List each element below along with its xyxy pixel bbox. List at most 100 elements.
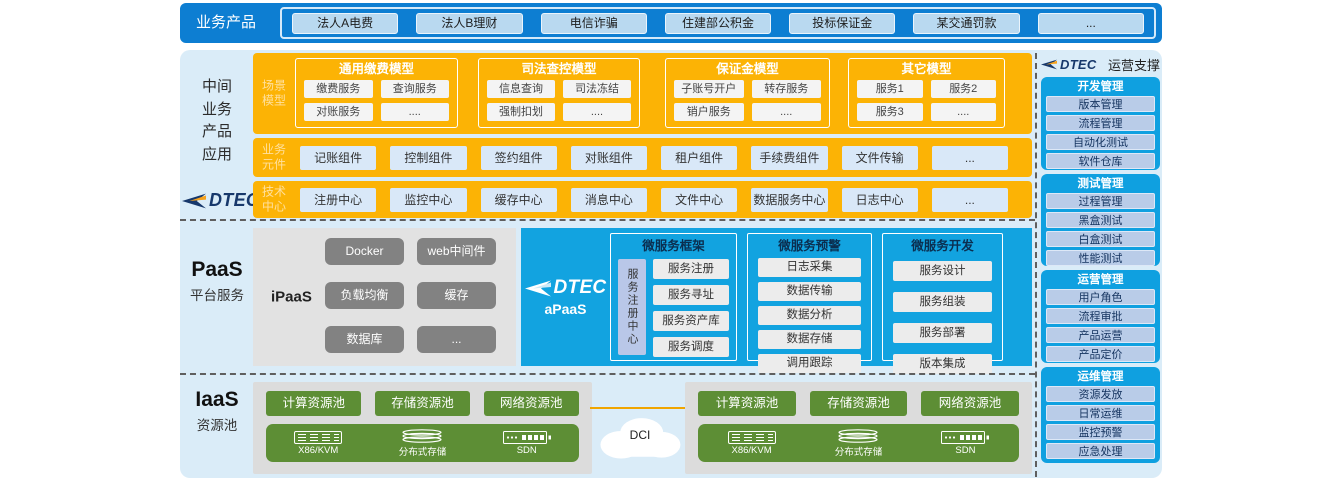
ops-item-button[interactable]: 产品定价 (1046, 346, 1155, 362)
business-components-label: 业务 元件 (262, 141, 287, 172)
apaas-service-button[interactable]: 服务寻址 (653, 285, 729, 305)
component-button[interactable]: 对账组件 (570, 145, 647, 170)
disk-stack-icon (402, 428, 443, 443)
ops-group-operation: 运营管理 用户角色流程审批产品运营产品定价 (1041, 270, 1160, 363)
product-button[interactable]: ... (1037, 12, 1144, 34)
dci-connector-line (590, 407, 687, 409)
product-button[interactable]: 电信诈骗 (540, 12, 647, 34)
ops-item-button[interactable]: 过程管理 (1046, 193, 1155, 209)
tech-center-button[interactable]: ... (931, 187, 1008, 212)
tech-center-button[interactable]: 注册中心 (300, 187, 377, 212)
model-service-button[interactable]: 销户服务 (674, 103, 744, 121)
tech-center-button[interactable]: 消息中心 (570, 187, 647, 212)
model-service-button[interactable]: 司法冻结 (563, 80, 631, 98)
dtec-arrow-icon (1041, 59, 1057, 70)
ops-item-button[interactable]: 黑盒测试 (1046, 212, 1155, 228)
ops-item-button[interactable]: 白盒测试 (1046, 231, 1155, 247)
apaas-service-button[interactable]: 服务部署 (893, 323, 992, 343)
apaas-service-button[interactable]: 调用跟踪 (758, 354, 861, 373)
ops-item-button[interactable]: 流程管理 (1046, 115, 1155, 131)
apaas-service-button[interactable]: 服务资产库 (653, 311, 729, 331)
ipaas-service-button[interactable]: web中间件 (417, 238, 496, 265)
product-button[interactable]: 住建部公积金 (664, 12, 772, 34)
ipaas-service-button[interactable]: ... (417, 326, 496, 353)
apaas-service-button[interactable]: 数据传输 (758, 282, 861, 301)
model-service-button[interactable]: 对账服务 (304, 103, 373, 121)
service-registry-center[interactable]: 服务注册中心 (618, 259, 646, 355)
resource-pool-button[interactable]: 计算资源池 (266, 391, 362, 416)
apaas-service-button[interactable]: 数据分析 (758, 306, 861, 325)
ops-item-button[interactable]: 监控预警 (1046, 424, 1155, 440)
ops-item-button[interactable]: 应急处理 (1046, 443, 1155, 459)
apaas-service-button[interactable]: 服务设计 (893, 261, 992, 281)
ops-item-button[interactable]: 用户角色 (1046, 289, 1155, 305)
resource-pool-button[interactable]: 存储资源池 (374, 391, 471, 416)
infra-x86kvm: X86/KVM (727, 430, 776, 456)
model-service-button[interactable]: 强制扣划 (487, 103, 555, 121)
apaas-service-button[interactable]: 服务调度 (653, 337, 729, 357)
component-button[interactable]: ... (931, 145, 1008, 170)
ops-item-button[interactable]: 流程审批 (1046, 308, 1155, 324)
apaas-service-button[interactable]: 服务组装 (893, 292, 992, 312)
tech-centers-label: 技术 中心 (262, 183, 287, 214)
ops-group-title: 运营管理 (1077, 274, 1124, 286)
product-button[interactable]: 某交通罚款 (913, 12, 1020, 34)
model-service-button[interactable]: 服务1 (857, 80, 923, 98)
resource-pool-button[interactable]: 存储资源池 (809, 391, 908, 416)
ops-item-button[interactable]: 软件仓库 (1046, 153, 1155, 169)
apaas-service-button[interactable]: 数据存储 (758, 330, 861, 349)
ops-group-title: 测试管理 (1077, 178, 1124, 190)
apaas-service-button[interactable]: 日志采集 (758, 258, 861, 277)
server-rack-icon (727, 430, 776, 444)
product-button[interactable]: 投标保证金 (789, 12, 896, 34)
component-button[interactable]: 控制组件 (390, 145, 467, 170)
infra-distributed-storage: 分布式存储 (399, 428, 446, 458)
resource-pool-button[interactable]: 网络资源池 (483, 391, 579, 416)
model-service-button[interactable]: 服务3 (857, 103, 923, 121)
model-service-button[interactable]: 查询服务 (380, 80, 449, 98)
scene-models-block: 场景 模型 通用缴费模型 缴费服务 查询服务 对账服务.... 司法查控模型 信息查… (253, 53, 1032, 134)
component-button[interactable]: 文件传输 (841, 145, 918, 170)
model-service-button[interactable]: 子账号开户 (674, 80, 744, 98)
ops-item-button[interactable]: 自动化测试 (1046, 134, 1155, 150)
model-title: 司法查控模型 (521, 62, 597, 76)
ops-item-button[interactable]: 性能测试 (1046, 250, 1155, 266)
tech-center-button[interactable]: 数据服务中心 (751, 187, 828, 212)
model-service-button[interactable]: 转存服务 (751, 80, 821, 98)
apaas-service-button[interactable]: 服务注册 (653, 259, 729, 279)
ops-item-button[interactable]: 资源发放 (1046, 386, 1155, 402)
model-service-button[interactable]: .... (380, 103, 449, 121)
component-button[interactable]: 记账组件 (300, 145, 377, 170)
separator-middleware-paas (180, 219, 1035, 221)
ipaas-service-button[interactable]: 缓存 (417, 282, 496, 309)
resource-pool-button[interactable]: 计算资源池 (698, 391, 796, 416)
model-service-button[interactable]: .... (563, 103, 631, 121)
product-button[interactable]: 法人A电费 (292, 12, 399, 34)
apaas-service-button[interactable]: 版本集成 (893, 354, 992, 374)
ops-item-button[interactable]: 版本管理 (1046, 96, 1155, 112)
model-box-deposit: 保证金模型 子账号开户 转存服务 销户服务.... (665, 58, 830, 128)
tech-center-button[interactable]: 文件中心 (661, 187, 738, 212)
resource-pool-button[interactable]: 网络资源池 (921, 391, 1019, 416)
tech-center-button[interactable]: 缓存中心 (480, 187, 557, 212)
network-switch-icon (502, 430, 551, 444)
tech-center-button[interactable]: 监控中心 (390, 187, 467, 212)
component-button[interactable]: 签约组件 (480, 145, 557, 170)
ops-item-button[interactable]: 日常运维 (1046, 405, 1155, 421)
model-service-button[interactable]: 缴费服务 (304, 80, 373, 98)
component-button[interactable]: 租户组件 (661, 145, 738, 170)
tech-center-button[interactable]: 日志中心 (841, 187, 918, 212)
ipaas-service-button[interactable]: Docker (325, 238, 404, 265)
model-service-button[interactable]: 服务2 (930, 80, 996, 98)
product-button[interactable]: 法人B理财 (416, 12, 523, 34)
ops-item-button[interactable]: 产品运营 (1046, 327, 1155, 343)
model-service-button[interactable]: 信息查询 (487, 80, 555, 98)
ipaas-service-button[interactable]: 负载均衡 (325, 282, 404, 309)
model-service-button[interactable]: .... (930, 103, 996, 121)
ipaas-service-button[interactable]: 数据库 (325, 326, 404, 353)
model-service-button[interactable]: .... (751, 103, 821, 121)
ops-group-title: 运维管理 (1077, 371, 1124, 383)
component-button[interactable]: 手续费组件 (751, 145, 828, 170)
dci-cloud: DCI (597, 411, 683, 463)
network-switch-icon (941, 430, 990, 444)
